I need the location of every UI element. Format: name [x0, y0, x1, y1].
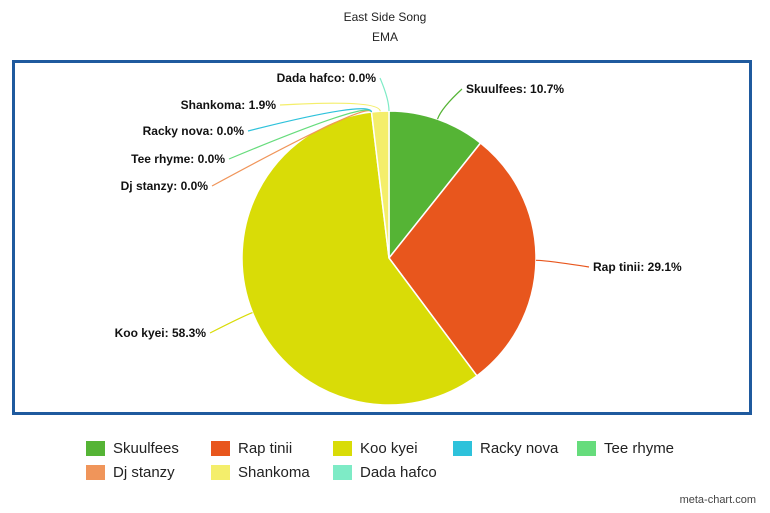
- slice-label-koo-kyei: Koo kyei: 58.3%: [115, 326, 207, 340]
- leader-line-koo-kyei: [209, 311, 253, 334]
- legend-item-shankoma[interactable]: Shankoma: [211, 464, 333, 488]
- leader-line-rap-tinii: [535, 259, 590, 268]
- credit-text[interactable]: meta-chart.com: [679, 494, 756, 506]
- legend: Skuulfees Rap tinii Koo kyei Racky nova …: [86, 440, 756, 488]
- chart-title: East Side Song: [343, 10, 427, 24]
- legend-swatch: [453, 441, 472, 457]
- slice-label-racky-nova: Racky nova: 0.0%: [143, 124, 245, 138]
- legend-row: Dj stanzy Shankoma Dada hafco: [86, 464, 756, 488]
- legend-item-dada-hafco[interactable]: Dada hafco: [333, 464, 473, 488]
- legend-swatch: [577, 441, 596, 457]
- legend-swatch: [86, 465, 105, 481]
- leader-line-dada-hafco: [379, 77, 390, 112]
- pie-labels: Skuulfees: 10.7% Rap tinii: 29.1% Koo kyei…: [115, 71, 682, 340]
- leader-line-shankoma: [279, 102, 381, 112]
- legend-item-koo-kyei[interactable]: Koo kyei: [333, 440, 453, 464]
- pie-chart: Skuulfees: 10.7% Rap tinii: 29.1% Koo kyei…: [115, 71, 682, 406]
- leader-line-tee-rhyme: [228, 109, 373, 160]
- legend-label: Koo kyei: [360, 440, 418, 458]
- legend-label: Dada hafco: [360, 464, 437, 482]
- legend-item-racky-nova[interactable]: Racky nova: [453, 440, 577, 464]
- legend-label: Skuulfees: [113, 440, 179, 458]
- legend-label: Rap tinii: [238, 440, 293, 458]
- legend-row: Skuulfees Rap tinii Koo kyei Racky nova …: [86, 440, 756, 464]
- legend-swatch: [211, 465, 230, 481]
- legend-swatch: [211, 441, 230, 457]
- slice-label-tee-rhyme: Tee rhyme: 0.0%: [131, 152, 225, 166]
- slice-label-skuulfees: Skuulfees: 10.7%: [466, 82, 564, 96]
- legend-item-rap-tinii[interactable]: Rap tinii: [211, 440, 333, 464]
- plot-frame: Skuulfees: 10.7% Rap tinii: 29.1% Koo kyei…: [12, 60, 752, 415]
- legend-item-tee-rhyme[interactable]: Tee rhyme: [577, 440, 707, 464]
- leader-line-skuulfees: [436, 88, 463, 120]
- legend-label: Tee rhyme: [604, 440, 675, 458]
- legend-swatch: [86, 441, 105, 457]
- slice-label-rap-tinii: Rap tinii: 29.1%: [593, 260, 682, 274]
- legend-swatch: [333, 441, 352, 457]
- slice-label-dada-hafco: Dada hafco: 0.0%: [277, 71, 377, 85]
- leader-line-racky-nova: [247, 108, 373, 132]
- chart-subtitle: EMA: [371, 30, 398, 44]
- legend-swatch: [333, 465, 352, 481]
- legend-label: Racky nova: [480, 440, 559, 458]
- pie-slices: [241, 110, 537, 406]
- slice-label-shankoma: Shankoma: 1.9%: [181, 98, 277, 112]
- legend-item-skuulfees[interactable]: Skuulfees: [86, 440, 211, 464]
- pie-slice-rap-tinii[interactable]: [388, 141, 537, 377]
- legend-label: Shankoma: [238, 464, 310, 482]
- slice-label-dj-stanzy: Dj stanzy: 0.0%: [121, 179, 209, 193]
- legend-label: Dj stanzy: [113, 464, 175, 482]
- legend-item-dj-stanzy[interactable]: Dj stanzy: [86, 464, 211, 488]
